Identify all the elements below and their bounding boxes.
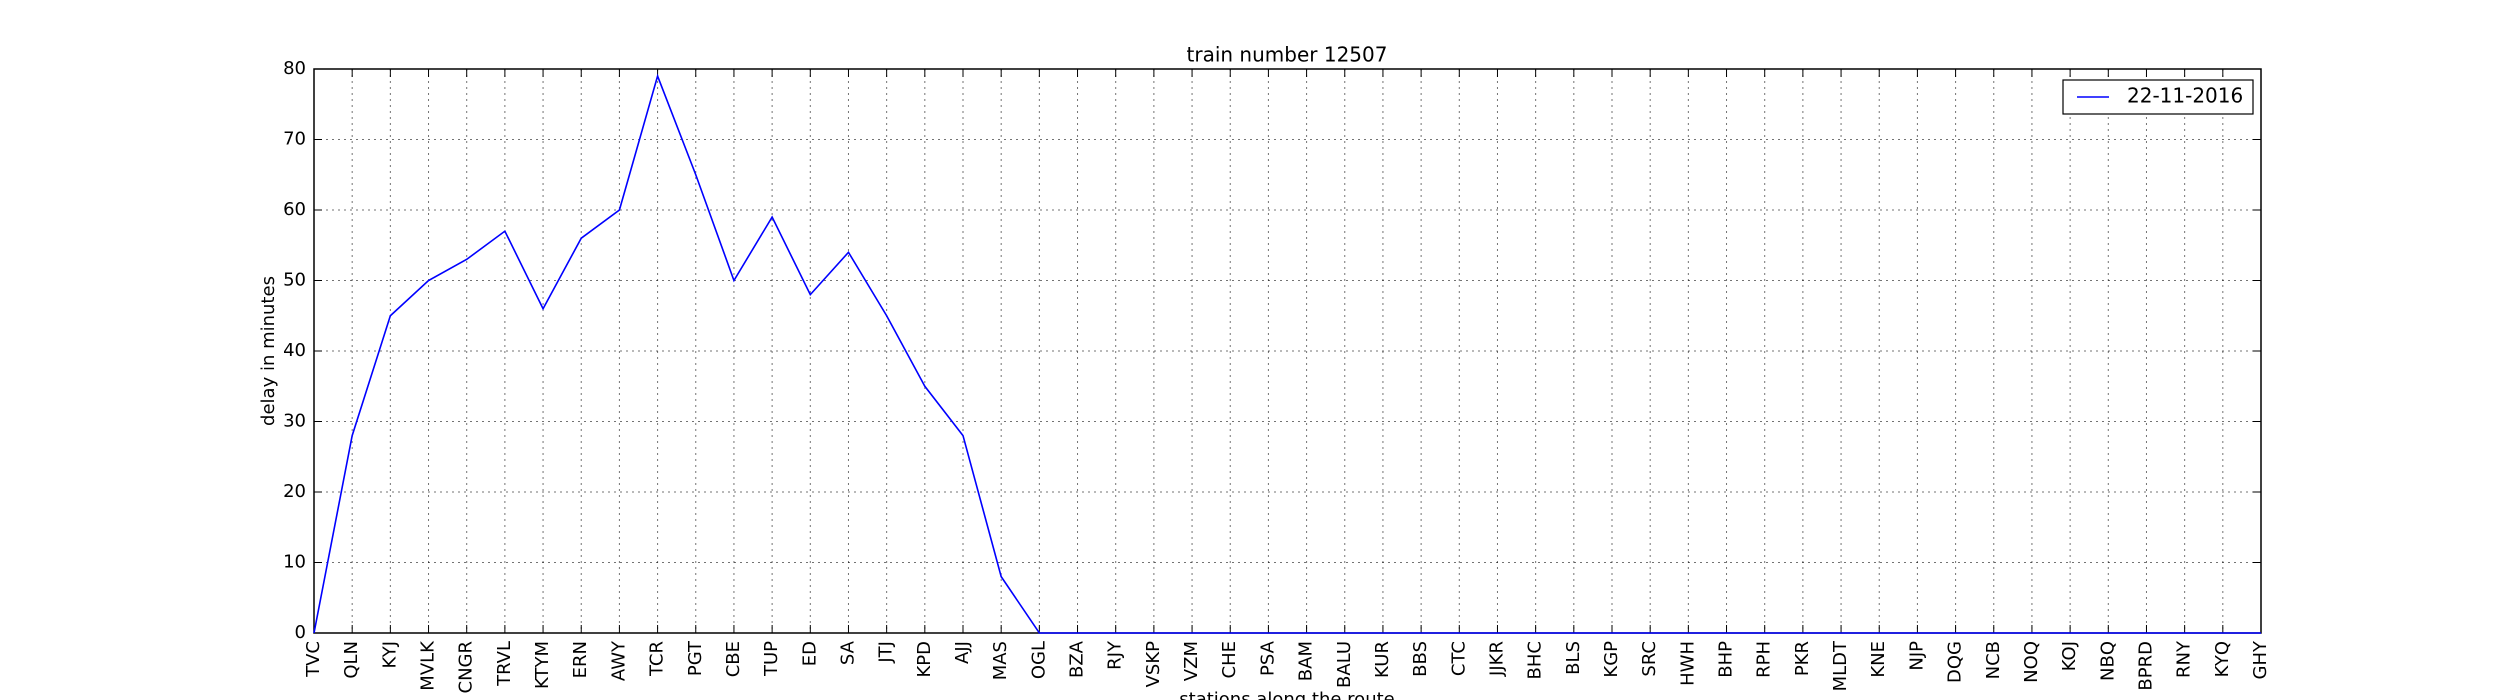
x-tick-label: BLS [1563,641,1584,675]
x-tick-label: TRVL [494,641,515,687]
y-tick-label: 20 [283,481,306,502]
y-tick-label: 70 [283,129,306,150]
x-tick-label: DQG [1945,641,1966,683]
x-tick-label: SA [837,640,858,665]
x-tick-label: MLDT [1830,640,1851,691]
x-tick-label: TCR [647,641,668,677]
x-tick-label: MAS [990,641,1011,680]
x-tick-label: OGL [1028,641,1049,679]
x-tick-label: KPD [914,641,935,678]
x-tick-label: BALU [1334,641,1355,688]
x-tick-label: PGT [685,640,706,676]
x-tick-label: VZM [1181,641,1202,681]
x-tick-label: AWY [608,640,629,681]
x-tick-label: KYJ [379,641,400,668]
x-tick-label: CTC [1448,641,1469,676]
chart-title: train number 12507 [1187,43,1388,67]
x-tick-label: NBQ [2097,641,2118,681]
x-tick-label: NJP [1906,641,1927,671]
y-tick-label: 30 [283,411,306,432]
x-tick-label: GHY [2250,640,2271,679]
x-tick-label: BHP [1716,641,1737,678]
x-tick-label: CHE [1219,641,1240,678]
x-tick-label: TUP [761,641,782,677]
x-tick-label: PKR [1792,641,1813,676]
x-tick-label: MVLK [418,640,439,691]
x-tick-label: BZA [1067,640,1088,678]
y-tick-label: 80 [283,58,306,79]
y-tick-label: 10 [283,552,306,573]
y-axis-label: delay in minutes [258,276,279,426]
x-tick-label: KNE [1868,641,1889,678]
x-tick-label: BPRD [2135,641,2156,691]
x-tick-label: BAM [1296,641,1317,681]
x-tick-label: TVC [303,641,324,678]
x-tick-label: NOQ [2021,641,2042,683]
y-tick-label: 60 [283,199,306,220]
x-tick-label: KYQ [2212,641,2233,677]
x-tick-label: HWH [1677,641,1698,686]
y-tick-label: 0 [295,622,306,643]
x-tick-label: BBS [1410,641,1431,677]
data-line [313,73,2261,634]
x-tick-label: VSKP [1143,641,1164,688]
x-tick-label: ERN [570,641,591,678]
x-tick-label: CNGR [456,641,477,694]
y-tick-label: 40 [283,340,306,361]
x-tick-label: CBE [723,641,744,677]
x-tick-label: RJY [1105,640,1126,670]
legend-label: 22-11-2016 [2127,84,2243,108]
x-tick-label: JJKR [1486,641,1507,677]
x-tick-label: KGP [1601,641,1622,678]
x-tick-label: BHC [1525,641,1546,679]
x-axis-label: stations along the route [1179,689,1394,700]
x-tick-label: NCB [1983,641,2004,679]
x-tick-label: JTJ [876,641,897,664]
x-tick-label: AJJ [952,641,973,664]
x-tick-label: SRC [1639,641,1660,677]
x-tick-label: KUR [1372,641,1393,678]
x-tick-label: RPH [1754,641,1775,678]
y-tick-label: 50 [283,270,306,291]
x-tick-label: KTYM [532,641,553,689]
x-tick-label: QLN [341,641,362,679]
x-tick-label: ED [799,641,820,666]
x-tick-label: RNY [2174,640,2195,678]
x-tick-label: KOJ [2059,641,2080,671]
x-tick-label: PSA [1257,640,1278,676]
